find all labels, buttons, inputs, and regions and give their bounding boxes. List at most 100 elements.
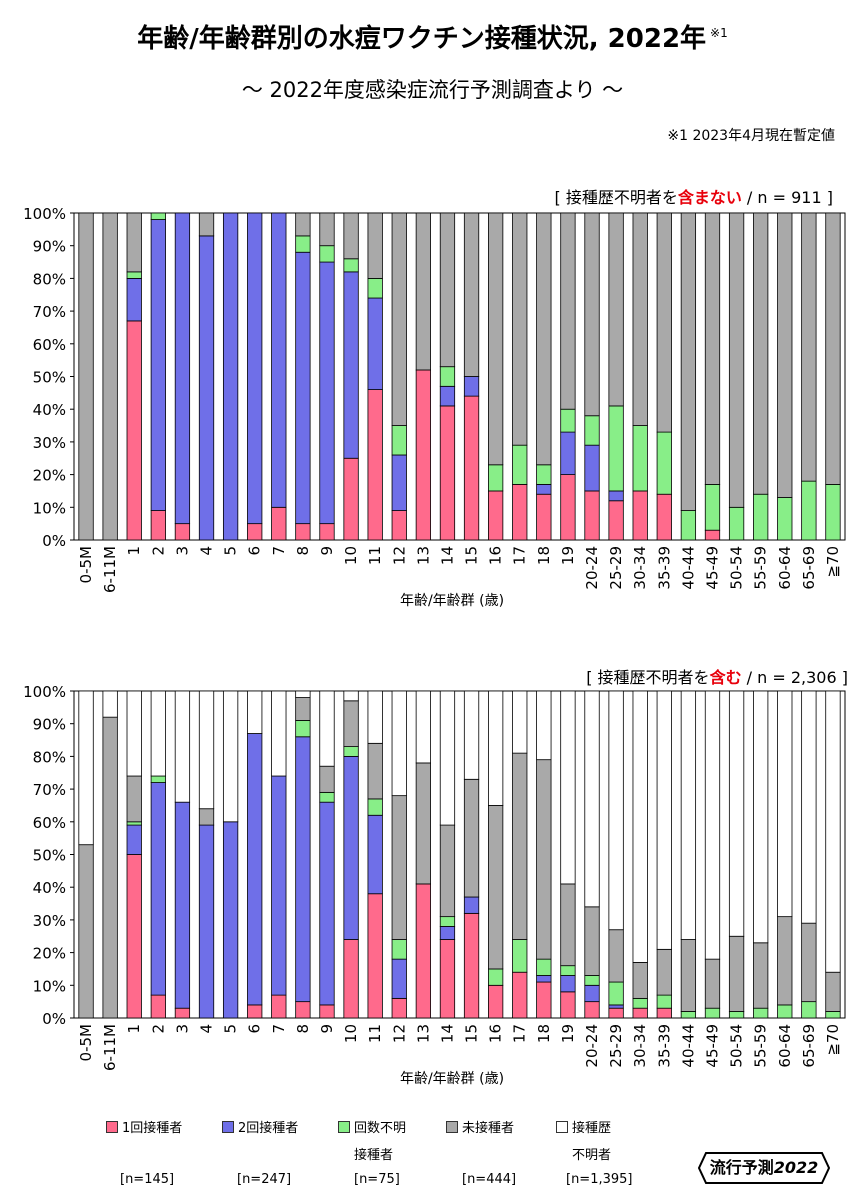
bar-segment-3 [777, 1004, 793, 1019]
x-tick-label: 0-5M [77, 1024, 95, 1061]
bar-segment-1 [174, 523, 191, 541]
bar-segment-5 [439, 690, 456, 826]
bar-segment-2 [560, 431, 576, 475]
bar-segment-3 [488, 968, 504, 986]
x-tick-label: 55-59 [752, 1024, 770, 1068]
bar-segment-1 [343, 457, 359, 541]
x-tick-label: 14 [438, 546, 456, 565]
bar-segment-4 [415, 212, 431, 371]
bar-segment-1 [319, 523, 335, 541]
bar-segment-5 [343, 690, 359, 702]
bar-segment-2 [391, 958, 407, 999]
chart1-note-emphasis: 含まない [677, 188, 742, 207]
bar-segment-5 [728, 690, 745, 937]
x-tick-label: 60-64 [776, 1024, 794, 1068]
bar-segment-3 [343, 746, 359, 757]
y-tick-label: 50% [33, 847, 66, 865]
bar-segment-1 [126, 320, 142, 541]
x-tick-label: 25-29 [607, 546, 625, 590]
bar-segment-4 [801, 922, 817, 1003]
bar-segment-3 [560, 965, 576, 976]
x-tick-label: 9 [318, 546, 336, 556]
bar-segment-1 [391, 997, 407, 1019]
x-axis-label: 年齢/年齢群 (歳) [400, 593, 504, 609]
bar-segment-1 [656, 493, 672, 541]
x-tick-label: 1 [125, 1024, 143, 1034]
y-tick-label: 20% [33, 945, 66, 963]
bar-segment-3 [753, 1007, 769, 1019]
x-tick-label: 6-11M [101, 1024, 119, 1071]
bar-segment-2 [608, 490, 624, 502]
bar-segment-4 [102, 716, 118, 1019]
brand-year: 2022 [773, 1158, 819, 1177]
bar-segment-4 [463, 778, 480, 898]
bar-segment-4 [801, 212, 817, 482]
y-tick-label: 0% [42, 1010, 66, 1028]
bar-segment-4 [777, 212, 793, 498]
bar-segment-3 [584, 415, 600, 446]
legend-label-dose2: 2回接種者 [238, 1121, 299, 1136]
legend-swatch-dose2 [222, 1121, 234, 1133]
bar-segment-5 [463, 690, 480, 780]
bar-segment-3 [367, 798, 383, 816]
chart-subtitle: ～ 2022年度感染症流行予測調査より ～ [241, 78, 624, 102]
legend-item-unvaccinated: 未接種者 [446, 1117, 514, 1136]
bar-segment-3 [439, 366, 456, 387]
bar-segment-3 [536, 958, 552, 976]
y-tick-label: 60% [33, 336, 66, 354]
bar-segment-1 [367, 389, 383, 541]
bar-segment-1 [632, 1007, 648, 1019]
x-tick-label: 6 [246, 1024, 264, 1034]
bar-segment-3 [343, 258, 359, 273]
bar-segment-1 [439, 405, 456, 541]
x-tick-label: 65-69 [800, 1024, 818, 1068]
bar-segment-1 [704, 529, 721, 541]
x-tick-label: ≧70 [824, 1024, 842, 1056]
bar-segment-1 [584, 490, 600, 541]
brand-label: 流行予測2022 [698, 1152, 830, 1184]
bar-segment-3 [319, 791, 335, 803]
bar-segment-3 [632, 997, 648, 1009]
bar-segment-1 [512, 484, 528, 541]
bar-segment-4 [632, 962, 648, 999]
bar-segment-1 [512, 971, 528, 1019]
chart-title-text: 年齢/年齢群別の水痘ワクチン接種状況, 2022年 [137, 24, 707, 54]
bar-segment-2 [222, 821, 239, 1019]
x-axis-label: 年齢/年齢群 (歳) [400, 1071, 504, 1087]
bar-segment-1 [536, 493, 552, 541]
bar-segment-4 [126, 212, 142, 273]
y-tick-label: 100% [23, 205, 66, 223]
x-tick-label: 3 [173, 546, 191, 556]
bar-segment-3 [728, 1011, 745, 1019]
bar-segment-1 [271, 506, 287, 541]
y-tick-label: 30% [33, 434, 66, 452]
legend-swatch-unvaccinated [446, 1121, 458, 1133]
y-tick-label: 70% [33, 303, 66, 321]
x-tick-label: 45-49 [703, 546, 721, 590]
y-tick-label: 90% [33, 716, 66, 734]
x-tick-label: 12 [390, 1024, 408, 1043]
bar-segment-1 [584, 1001, 600, 1019]
bar-segment-5 [656, 690, 672, 950]
legend-item-dose1: 1回接種者 [106, 1117, 182, 1136]
bar-segment-3 [512, 444, 528, 485]
x-tick-label: 6 [246, 546, 264, 556]
bar-segment-4 [777, 916, 793, 1006]
bar-segment-4 [536, 212, 552, 466]
bar-segment-4 [343, 212, 359, 260]
bar-segment-2 [222, 212, 239, 541]
bar-segment-5 [608, 690, 624, 931]
bar-segment-5 [295, 690, 311, 698]
bar-segment-4 [728, 212, 745, 508]
bar-segment-5 [536, 690, 552, 761]
bar-segment-2 [247, 212, 263, 525]
bar-segment-2 [271, 212, 287, 508]
bar-segment-3 [512, 939, 528, 973]
bar-segment-4 [439, 212, 456, 368]
bar-segment-4 [367, 742, 383, 800]
bar-segment-3 [728, 506, 745, 541]
bar-segment-4 [536, 759, 552, 960]
bar-segment-3 [608, 405, 624, 492]
bar-segment-1 [656, 1007, 672, 1019]
x-tick-label: 13 [414, 1024, 432, 1043]
